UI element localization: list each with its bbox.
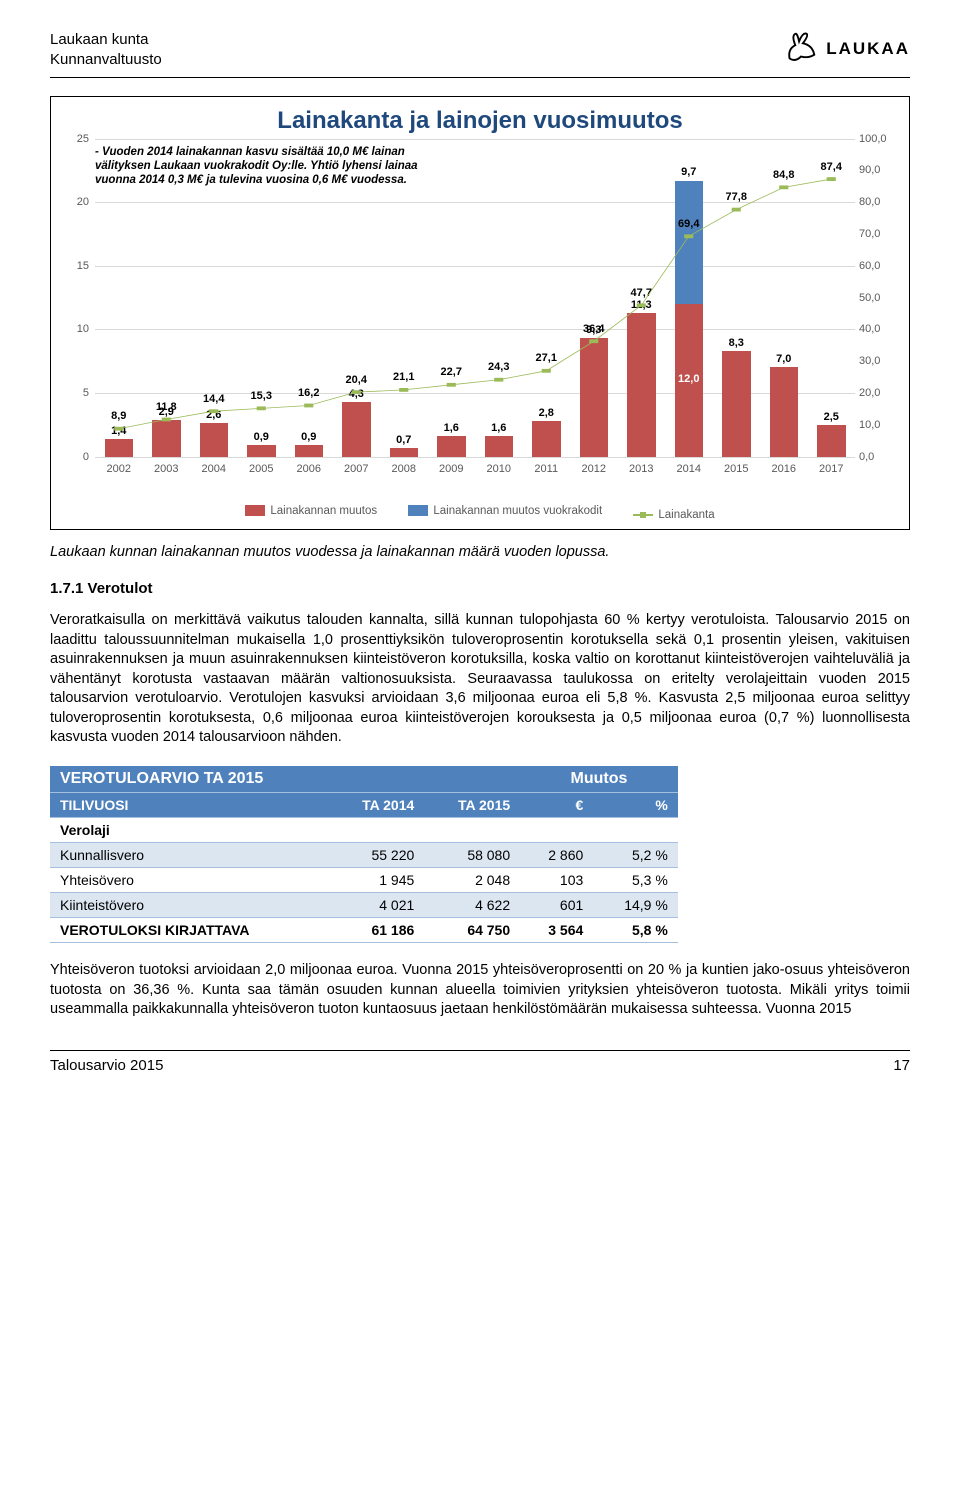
logo-text: LAUKAA bbox=[826, 39, 910, 59]
table-footer-row: VEROTULOKSI KIRJATTAVA 61 186 64 750 3 5… bbox=[50, 917, 678, 942]
foot-eur: 3 564 bbox=[520, 917, 593, 942]
foot-ta2015: 64 750 bbox=[424, 917, 520, 942]
legend-blue-swatch bbox=[408, 505, 428, 516]
section-heading: 1.7.1 Verotulot bbox=[50, 580, 910, 597]
row-name: Kunnallisvero bbox=[50, 842, 328, 867]
logo: LAUKAA bbox=[782, 30, 910, 68]
th-pct: % bbox=[593, 792, 678, 817]
row-ta2015: 2 048 bbox=[424, 867, 520, 892]
row-pct: 14,9 % bbox=[593, 892, 678, 917]
foot-name: VEROTULOKSI KIRJATTAVA bbox=[50, 917, 328, 942]
table-subhead: Verolaji bbox=[50, 817, 328, 842]
verotulo-table: VEROTULOARVIO TA 2015 Muutos TILIVUOSI T… bbox=[50, 766, 678, 943]
table-head-row: TILIVUOSI TA 2014 TA 2015 € % bbox=[50, 792, 678, 817]
chart-area: 05101520250,010,020,030,040,050,060,070,… bbox=[65, 139, 895, 495]
row-name: Yhteisövero bbox=[50, 867, 328, 892]
row-ta2014: 55 220 bbox=[328, 842, 424, 867]
row-ta2015: 58 080 bbox=[424, 842, 520, 867]
th-ta2015: TA 2015 bbox=[424, 792, 520, 817]
legend-line-swatch bbox=[633, 514, 653, 516]
rabbit-icon bbox=[782, 30, 820, 68]
chart-legend: Lainakannan muutos Lainakannan muutos vu… bbox=[65, 505, 895, 522]
unit-name: Kunnanvaltuusto bbox=[50, 50, 162, 70]
table-row: Kunnallisvero 55 220 58 080 2 860 5,2 % bbox=[50, 842, 678, 867]
row-eur: 601 bbox=[520, 892, 593, 917]
th-tilivuosi: TILIVUOSI bbox=[50, 792, 328, 817]
legend-line-label: Lainakanta bbox=[658, 509, 714, 521]
chart-title: Lainakanta ja lainojen vuosimuutos bbox=[65, 107, 895, 135]
table-title: VEROTULOARVIO TA 2015 bbox=[50, 766, 520, 793]
header-org-block: Laukaan kunta Kunnanvaltuusto bbox=[50, 30, 162, 71]
legend-red: Lainakannan muutos bbox=[245, 505, 377, 517]
page-footer: Talousarvio 2015 17 bbox=[50, 1050, 910, 1074]
foot-pct: 5,8 % bbox=[593, 917, 678, 942]
table-subhead-row: Verolaji bbox=[50, 817, 678, 842]
table-row: Kiinteistövero 4 021 4 622 601 14,9 % bbox=[50, 892, 678, 917]
foot-ta2014: 61 186 bbox=[328, 917, 424, 942]
header-rule bbox=[50, 77, 910, 78]
org-name: Laukaan kunta bbox=[50, 30, 162, 50]
th-ta2014: TA 2014 bbox=[328, 792, 424, 817]
row-eur: 103 bbox=[520, 867, 593, 892]
legend-line: Lainakanta bbox=[633, 509, 714, 521]
row-ta2014: 1 945 bbox=[328, 867, 424, 892]
row-ta2014: 4 021 bbox=[328, 892, 424, 917]
legend-red-label: Lainakannan muutos bbox=[270, 505, 377, 517]
row-pct: 5,3 % bbox=[593, 867, 678, 892]
legend-blue: Lainakannan muutos vuokrakodit bbox=[408, 505, 602, 517]
chart-container: Lainakanta ja lainojen vuosimuutos 05101… bbox=[50, 96, 910, 531]
table-title-right: Muutos bbox=[520, 766, 678, 793]
row-eur: 2 860 bbox=[520, 842, 593, 867]
th-eur: € bbox=[520, 792, 593, 817]
table-row: Yhteisövero 1 945 2 048 103 5,3 % bbox=[50, 867, 678, 892]
row-ta2015: 4 622 bbox=[424, 892, 520, 917]
chart-grid: 05101520250,010,020,030,040,050,060,070,… bbox=[95, 139, 855, 457]
row-name: Kiinteistövero bbox=[50, 892, 328, 917]
paragraph-2: Yhteisöveron tuotoksi arvioidaan 2,0 mil… bbox=[50, 961, 910, 1020]
table-title-row: VEROTULOARVIO TA 2015 Muutos bbox=[50, 766, 678, 793]
row-pct: 5,2 % bbox=[593, 842, 678, 867]
chart-caption: Laukaan kunnan lainakannan muutos vuodes… bbox=[50, 544, 910, 560]
page-header: Laukaan kunta Kunnanvaltuusto LAUKAA bbox=[50, 30, 910, 71]
paragraph-1: Veroratkaisulla on merkittävä vaikutus t… bbox=[50, 611, 910, 748]
footer-left: Talousarvio 2015 bbox=[50, 1057, 163, 1074]
legend-red-swatch bbox=[245, 505, 265, 516]
footer-right: 17 bbox=[893, 1057, 910, 1074]
legend-blue-label: Lainakannan muutos vuokrakodit bbox=[433, 505, 602, 517]
